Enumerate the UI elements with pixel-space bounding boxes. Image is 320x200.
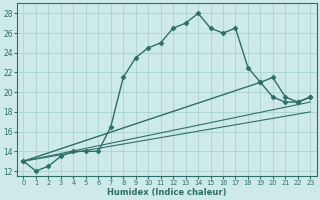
X-axis label: Humidex (Indice chaleur): Humidex (Indice chaleur) bbox=[107, 188, 227, 197]
